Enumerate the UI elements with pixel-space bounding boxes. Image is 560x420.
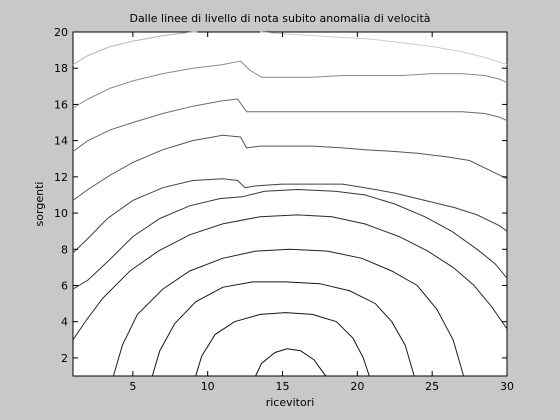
- y-tick-label: 16: [54, 98, 68, 111]
- y-tick-label: 2: [61, 352, 68, 365]
- x-tick-label: 25: [425, 380, 439, 393]
- x-axis-label: ricevitori: [266, 396, 315, 409]
- x-tick-label: 30: [500, 380, 514, 393]
- contour-line-7: [72, 178, 508, 254]
- chart-title: Dalle linee di livello di nota subito an…: [129, 12, 430, 25]
- x-tick-label: 10: [201, 380, 215, 393]
- plot-area: [72, 31, 508, 377]
- y-tick-label: 18: [54, 62, 68, 75]
- contour-line-5: [72, 214, 508, 341]
- contour-line-10: [72, 60, 508, 109]
- x-tick-label: 15: [276, 380, 290, 393]
- contour-line-9: [72, 98, 508, 152]
- x-axis-ticks: 5 10 15 20 25 30: [129, 32, 514, 393]
- x-tick-label: 5: [129, 380, 136, 393]
- contour-line-4: [112, 248, 465, 377]
- y-axis-ticks: 2 4 6 8 10 12 14 16 18 20: [54, 26, 507, 365]
- y-tick-label: 20: [54, 26, 68, 39]
- contour-lines: [72, 31, 508, 377]
- y-tick-label: 12: [54, 171, 68, 184]
- contour-line-1: [255, 348, 327, 377]
- contour-line-12: [260, 31, 508, 66]
- y-axis-label: sorgenti: [33, 182, 46, 227]
- contour-line-11: [72, 31, 198, 66]
- contour-line-2: [195, 312, 370, 377]
- x-tick-label: 20: [350, 380, 364, 393]
- contour-line-8: [72, 134, 508, 201]
- y-tick-label: 4: [61, 316, 68, 329]
- y-tick-label: 14: [54, 135, 68, 148]
- y-tick-label: 10: [54, 207, 68, 220]
- contour-line-3: [151, 281, 415, 377]
- contour-line-6: [72, 188, 508, 290]
- y-tick-label: 6: [61, 279, 68, 292]
- y-tick-label: 8: [61, 243, 68, 256]
